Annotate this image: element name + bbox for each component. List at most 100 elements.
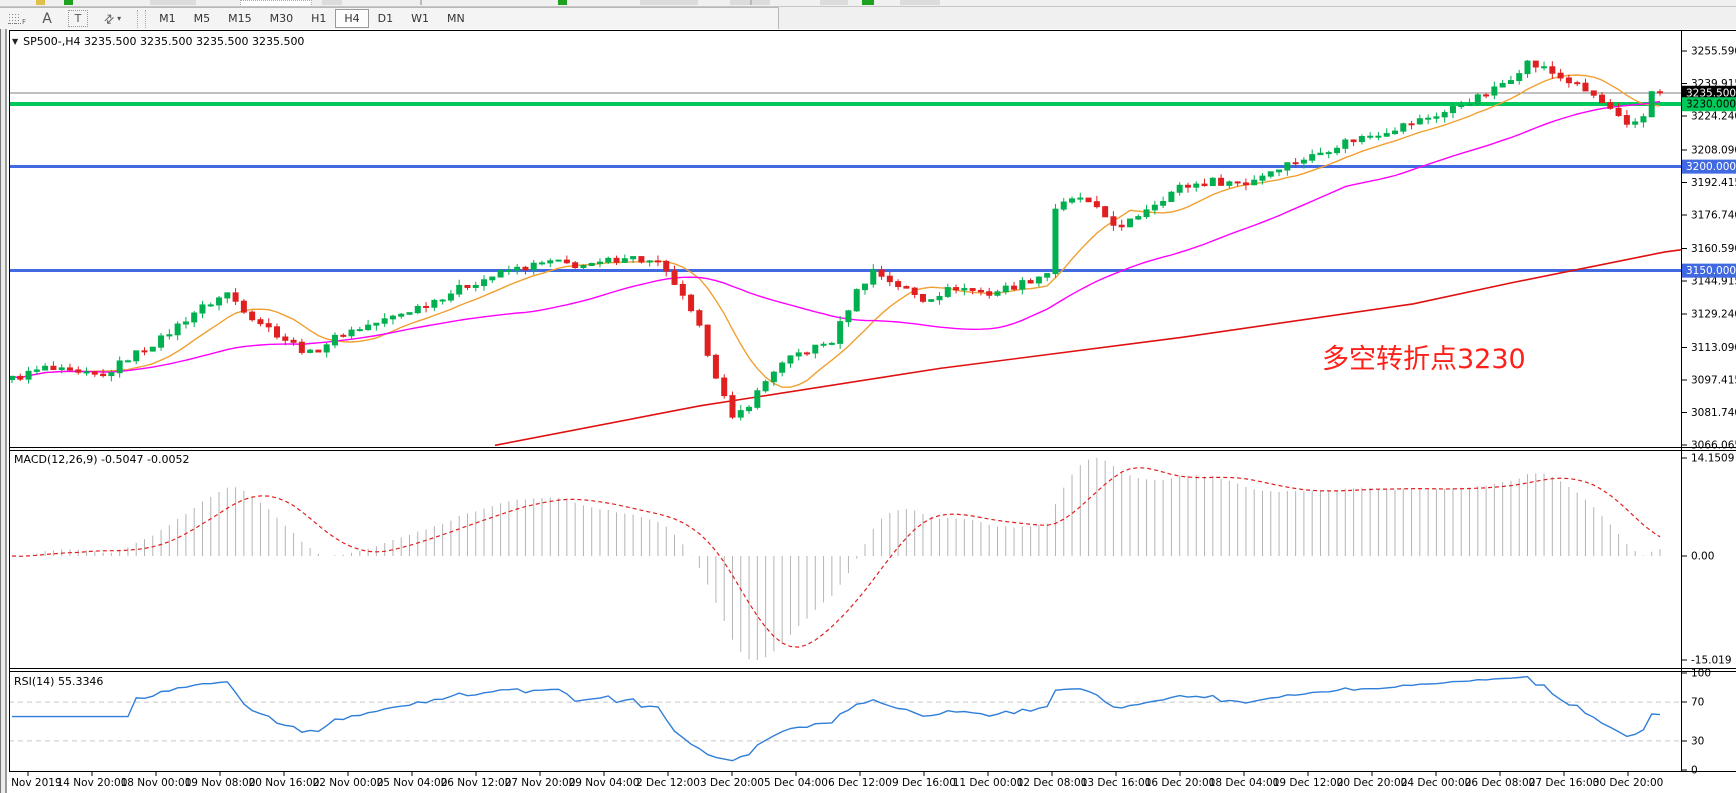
- price-tick-label: 3224.240: [1691, 111, 1736, 123]
- toolbar: F A T ⇄ ▾ M1 M5 M15 M30 H1 H4 D1 W1 MN: [0, 7, 1736, 30]
- price-tick-label: 3144.915: [1691, 276, 1736, 288]
- timeframe-button-m15[interactable]: M15: [219, 9, 261, 28]
- toolbar-fragment-icon: [862, 0, 874, 5]
- rsi-scale-label: 30: [1691, 735, 1704, 747]
- grid-f-label: F: [22, 18, 27, 26]
- time-tick-label: 20 Nov 16:00: [249, 777, 320, 789]
- timeframe-button-m30[interactable]: M30: [261, 9, 303, 28]
- timeframe-button-m1[interactable]: M1: [150, 9, 185, 28]
- price-tick-label: 3097.415: [1691, 375, 1736, 387]
- macd-scale-min-label: -15.019: [1691, 655, 1732, 667]
- price-tick-label: 3192.415: [1691, 177, 1736, 189]
- price-tick-label: 3081.740: [1691, 407, 1736, 419]
- macd-panel: [11, 457, 1661, 661]
- chevron-down-icon: ▾: [117, 14, 122, 23]
- time-tick-label: 12 Dec 08:00: [1017, 777, 1088, 789]
- level-price-box: [1682, 263, 1736, 278]
- macd-signal-line: [11, 467, 1661, 648]
- rsi-indicator-label: RSI(14) 55.3346: [14, 675, 104, 688]
- rsi-scale-label: 0: [1691, 765, 1698, 777]
- price-tick-label: 3208.090: [1691, 144, 1736, 156]
- textbox-glyph: T: [68, 10, 89, 27]
- time-tick-label: 18 Nov 00:00: [121, 777, 192, 789]
- time-tick-label: 11 Dec 00:00: [953, 777, 1024, 789]
- toolbar-fragment-icon: [900, 0, 940, 5]
- toolbar-fragment-icon: [750, 0, 752, 5]
- timeframe-button-h4[interactable]: H4: [335, 9, 369, 28]
- toolbar-panel: F A T ⇄ ▾ M1 M5 M15 M30 H1 H4 D1 W1 MN: [0, 7, 779, 30]
- time-tick-label: 20 Dec 20:00: [1337, 777, 1408, 789]
- macd-scale-max-label: 14.1509: [1691, 452, 1734, 464]
- toolbar-fragment-icon: [322, 0, 342, 5]
- time-tick-label: 27 Dec 16:00: [1529, 777, 1600, 789]
- time-tick-label: 6 Dec 12:00: [828, 777, 892, 789]
- slow-ma-line: [11, 100, 1661, 379]
- quote-line: SP500-,H4 3235.500 3235.500 3235.500 323…: [23, 35, 305, 48]
- candlesticks: [9, 59, 1663, 421]
- expand-toggle-icon[interactable]: ▼: [12, 37, 19, 46]
- arrows-glyph: ⇄: [100, 9, 118, 28]
- arrow-tools-icon[interactable]: ⇄ ▾: [97, 10, 128, 28]
- time-tick-label: 25 Nov 04:00: [377, 777, 448, 789]
- time-tick-label: 3 Dec 20:00: [700, 777, 764, 789]
- time-tick-label: 13 Dec 16:00: [1081, 777, 1152, 789]
- time-tick-label: 30 Dec 20:00: [1593, 777, 1664, 789]
- price-tick-label: 3176.740: [1691, 210, 1736, 222]
- timeframe-button-m5[interactable]: M5: [185, 9, 220, 28]
- chart-title: ▼ SP500-,H4 3235.500 3235.500 3235.500 3…: [12, 35, 304, 48]
- toolbar-fragment-icon: [558, 0, 567, 5]
- price-tick-label: 3129.240: [1691, 308, 1736, 320]
- textbox-tool-icon[interactable]: T: [61, 10, 95, 28]
- price-tick-label: 3160.590: [1691, 243, 1736, 255]
- time-tick-label: 16 Dec 20:00: [1145, 777, 1216, 789]
- timeframe-button-w1[interactable]: W1: [402, 9, 438, 28]
- level-price-box-label: 3200.000: [1686, 161, 1736, 173]
- level-price-box-label: 3235.500: [1686, 87, 1736, 99]
- window-left-frame: [0, 29, 7, 793]
- time-tick-label: 19 Dec 12:00: [1273, 777, 1344, 789]
- time-tick-label: 24 Dec 00:00: [1401, 777, 1472, 789]
- chart-window: 3255.5903239.9153224.2403208.0903192.415…: [0, 29, 1736, 793]
- toolbar-fragment-icon: [240, 0, 312, 6]
- toolbar-separator: [137, 9, 147, 28]
- toolbar-fragment-icon: [420, 0, 422, 5]
- time-tick-label: 14 Nov 20:00: [57, 777, 128, 789]
- fast-ma-line: [11, 74, 1661, 388]
- toolbar-fragment-icon: [64, 0, 73, 5]
- timeframe-button-d1[interactable]: D1: [369, 9, 402, 28]
- time-tick-label: 22 Nov 00:00: [313, 777, 384, 789]
- time-tick-label: 26 Nov 12:00: [441, 777, 512, 789]
- chart-canvas[interactable]: 3255.5903239.9153224.2403208.0903192.415…: [0, 29, 1736, 793]
- rsi-scale-label: 100: [1691, 668, 1711, 680]
- timeframe-button-h1[interactable]: H1: [302, 9, 335, 28]
- current-price-box: [1682, 85, 1736, 100]
- macd-scale-zero-label: 0.00: [1691, 551, 1714, 563]
- time-tick-label: 2 Dec 12:00: [636, 777, 700, 789]
- toolbar-fragment-icon: [820, 0, 848, 5]
- clipped-toolbar-row: [0, 0, 1736, 7]
- trendline[interactable]: [494, 249, 1681, 447]
- level-price-box-label: 3230.000: [1686, 99, 1736, 111]
- grid-glyph-icon: [8, 13, 21, 24]
- timeframe-button-mn[interactable]: MN: [438, 9, 474, 28]
- rsi-panel: [9, 675, 1681, 762]
- text-tool-icon[interactable]: A: [35, 10, 59, 28]
- main-price-panel: [9, 59, 1681, 447]
- macd-indicator-label: MACD(12,26,9) -0.5047 -0.0052: [14, 453, 190, 466]
- time-tick-label: 18 Dec 04:00: [1209, 777, 1280, 789]
- time-tick-label: 29 Nov 04:00: [569, 777, 640, 789]
- time-tick-label: 13 Nov 2019: [0, 777, 62, 789]
- time-tick-label: 5 Dec 04:00: [764, 777, 828, 789]
- price-tick-label: 3066.065: [1691, 440, 1736, 452]
- toolbar-fragment-icon: [640, 0, 698, 5]
- time-tick-label: 19 Nov 08:00: [185, 777, 256, 789]
- time-tick-label: 9 Dec 16:00: [892, 777, 956, 789]
- price-tick-label: 3255.590: [1691, 46, 1736, 58]
- time-tick-label: 26 Dec 08:00: [1465, 777, 1536, 789]
- level-price-box: [1682, 159, 1736, 174]
- chart-annotation: 多空转折点3230: [1322, 344, 1526, 375]
- grid-tool-icon[interactable]: F: [1, 10, 33, 28]
- time-tick-label: 27 Nov 20:00: [505, 777, 576, 789]
- rsi-line: [12, 675, 1661, 762]
- toolbar-fragment-icon: [150, 0, 196, 5]
